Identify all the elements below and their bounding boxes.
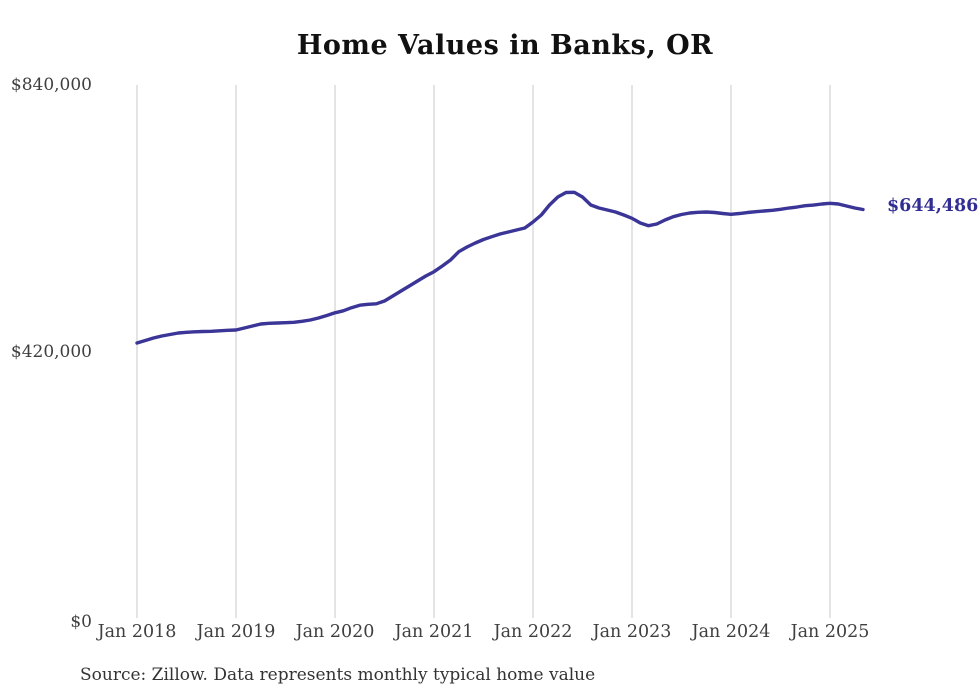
x-axis-tick: Jan 2023 [592, 622, 672, 642]
x-axis-tick: Jan 2025 [790, 622, 870, 642]
y-axis-tick-840000: $840,000 [10, 75, 92, 95]
x-axis-tick: Jan 2024 [691, 622, 771, 642]
y-axis-tick-420000: $420,000 [10, 342, 92, 362]
home-value-line [135, 190, 865, 345]
chart-title: Home Values in Banks, OR [296, 30, 714, 61]
latest-value-label: $644,486 [887, 196, 979, 216]
x-axis-tick: Jan 2018 [97, 622, 177, 642]
x-axis-tick: Jan 2021 [394, 622, 474, 642]
x-axis-tick: Jan 2020 [295, 622, 375, 642]
source-note: Source: Zillow. Data represents monthly … [80, 665, 596, 685]
y-axis-tick-0: $0 [70, 612, 92, 632]
x-axis-tick: Jan 2019 [196, 622, 276, 642]
x-axis-tick: Jan 2022 [493, 622, 573, 642]
